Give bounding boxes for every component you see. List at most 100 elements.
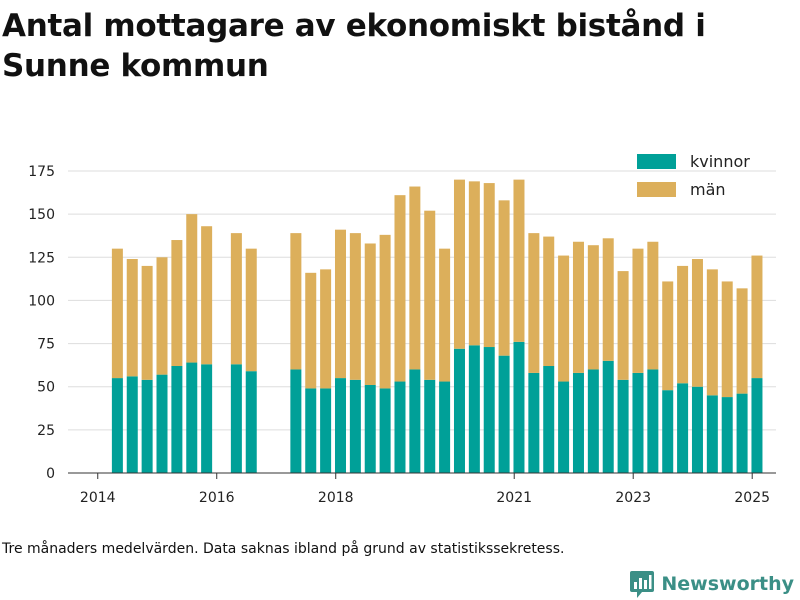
chart-title: Antal mottagare av ekonomiskt bistånd i … — [2, 8, 706, 84]
bar-kvinnor — [647, 369, 659, 473]
bar-kvinnor — [230, 364, 242, 473]
bar-kvinnor — [617, 379, 629, 473]
legend-swatch-kvinnor — [637, 154, 676, 169]
bar-män — [230, 233, 242, 365]
bar-män — [364, 243, 376, 385]
bar-män — [111, 248, 123, 379]
x-tick-label: 2018 — [318, 490, 354, 506]
axes: 0 25 50 75 100 125 150 175 2014 2016 2018 2021 2023 2… — [28, 164, 776, 506]
bar-män — [706, 269, 718, 396]
bar-kvinnor — [334, 378, 346, 473]
bar-män — [751, 255, 763, 379]
bar-kvinnor — [409, 369, 421, 473]
bar-kvinnor — [483, 347, 495, 473]
brand-logo[interactable]: Newsworthy — [629, 568, 794, 600]
bar-män — [662, 281, 674, 391]
bar-kvinnor — [632, 372, 644, 473]
bar-män — [498, 200, 510, 356]
bar-kvinnor — [320, 388, 332, 473]
bar-kvinnor — [126, 376, 138, 473]
bar-kvinnor — [349, 379, 361, 473]
bar-kvinnor — [513, 341, 525, 473]
footnote: Tre månaders medelvärden. Data saknas ib… — [2, 541, 565, 557]
bar-män — [439, 248, 451, 382]
bar-män — [156, 257, 168, 375]
bar-kvinnor — [528, 372, 540, 473]
bar-kvinnor — [424, 379, 436, 473]
bar-män — [201, 226, 213, 365]
bar-kvinnor — [453, 348, 465, 473]
bar-kvinnor — [305, 388, 317, 473]
bar-män — [320, 269, 332, 389]
bar-män — [677, 265, 689, 384]
bar-kvinnor — [677, 383, 689, 473]
bar-män — [543, 236, 555, 367]
x-tick-label: 2014 — [80, 490, 116, 506]
y-tick-label: 25 — [37, 423, 55, 439]
y-tick-label: 175 — [28, 164, 55, 180]
bar-män — [513, 179, 525, 342]
bar-män — [424, 210, 436, 380]
bar-män — [468, 181, 480, 346]
bar-män — [305, 272, 317, 389]
bar-män — [171, 240, 183, 367]
bar-män — [587, 245, 599, 370]
y-tick-label: 75 — [37, 337, 55, 353]
brand-name: Newsworthy — [661, 573, 794, 595]
legend-swatch-män — [637, 182, 676, 197]
bar-kvinnor — [691, 386, 703, 473]
bar-kvinnor — [543, 366, 555, 473]
bar-kvinnor — [736, 393, 748, 473]
bar-kvinnor — [290, 369, 302, 473]
bar-män — [617, 271, 629, 380]
bar-män — [483, 183, 495, 348]
bar-män — [632, 248, 644, 373]
bar-kvinnor — [439, 381, 451, 473]
legend-label-kvinnor: kvinnor — [690, 152, 750, 171]
x-tick-label: 2016 — [199, 490, 235, 506]
bar-kvinnor — [111, 378, 123, 473]
bar-män — [126, 259, 138, 377]
bar-män — [379, 234, 391, 389]
bar-kvinnor — [201, 364, 213, 473]
bar-kvinnor — [558, 381, 570, 473]
legend-label-män: män — [690, 180, 726, 199]
y-tick-label: 50 — [37, 380, 55, 396]
bar-män — [647, 241, 659, 370]
legend: kvinnor män — [637, 152, 750, 199]
bar-män — [409, 186, 421, 370]
x-tick-label: 2023 — [615, 490, 651, 506]
bar-män — [691, 259, 703, 387]
bar-män — [721, 281, 733, 398]
bar-kvinnor — [379, 388, 391, 473]
y-tick-label: 150 — [28, 207, 55, 223]
bar-kvinnor — [364, 384, 376, 473]
bar-kvinnor — [662, 390, 674, 473]
bar-kvinnor — [602, 360, 614, 473]
bar-kvinnor — [572, 372, 584, 473]
bar-män — [290, 233, 302, 370]
bar-kvinnor — [721, 397, 733, 473]
bar-kvinnor — [468, 345, 480, 473]
bar-kvinnor — [498, 355, 510, 473]
bar-män — [453, 179, 465, 349]
bar-kvinnor — [245, 371, 257, 473]
bar-kvinnor — [171, 366, 183, 473]
bar-kvinnor — [706, 395, 718, 473]
x-tick-label: 2025 — [734, 490, 770, 506]
bar-män — [736, 288, 748, 394]
y-tick-label: 100 — [28, 293, 55, 309]
bar-män — [558, 255, 570, 382]
bar-män — [528, 233, 540, 373]
bar-män — [141, 265, 153, 380]
bar-män — [245, 248, 257, 372]
bar-kvinnor — [156, 374, 168, 473]
bar-kvinnor — [394, 381, 406, 473]
bar-män — [602, 238, 614, 361]
newsworthy-logo-icon — [630, 571, 655, 598]
bar-män — [572, 241, 584, 373]
y-tick-label: 0 — [46, 466, 55, 482]
bar-kvinnor — [141, 379, 153, 473]
bar-kvinnor — [751, 378, 763, 473]
